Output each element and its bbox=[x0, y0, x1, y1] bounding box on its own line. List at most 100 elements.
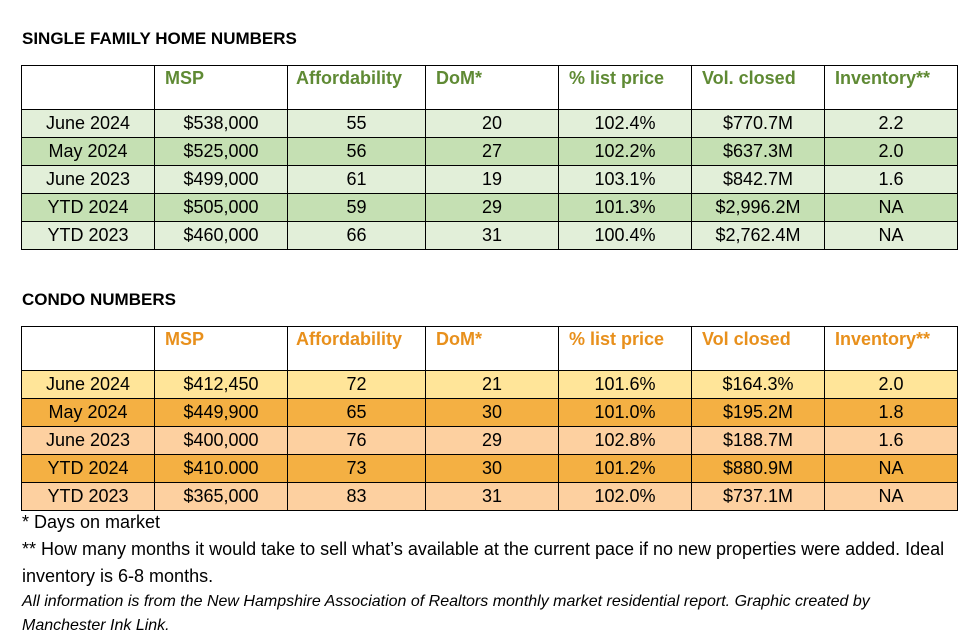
cell-inventory: 1.6 bbox=[824, 426, 958, 455]
column-header-inventory: Inventory** bbox=[824, 65, 958, 110]
cell-affordability: 55 bbox=[287, 109, 426, 138]
table-row: May 2024 $525,000 56 27 102.2% $637.3M 2… bbox=[21, 137, 958, 166]
cell-dom: 21 bbox=[425, 370, 559, 399]
cell-msp: $460,000 bbox=[154, 221, 288, 250]
source-note: All information is from the New Hampshir… bbox=[22, 593, 870, 634]
row-label: June 2023 bbox=[21, 165, 155, 194]
cell-inventory: 1.8 bbox=[824, 398, 958, 427]
column-header-vol-closed: Vol. closed bbox=[691, 65, 825, 110]
cell-inventory: 2.0 bbox=[824, 370, 958, 399]
cell-inventory: 1.6 bbox=[824, 165, 958, 194]
table-row: YTD 2023 $365,000 83 31 102.0% $737.1M N… bbox=[21, 482, 958, 511]
cell-dom: 27 bbox=[425, 137, 559, 166]
table-header-row: MSP Affordability DoM* % list price Vol.… bbox=[21, 65, 958, 110]
cell-list-price: 102.8% bbox=[558, 426, 692, 455]
cell-inventory: NA bbox=[824, 221, 958, 250]
column-header-inventory: Inventory** bbox=[824, 326, 958, 371]
cell-vol-closed: $842.7M bbox=[691, 165, 825, 194]
cell-affordability: 73 bbox=[287, 454, 426, 483]
row-label: YTD 2023 bbox=[21, 221, 155, 250]
cell-inventory: 2.2 bbox=[824, 109, 958, 138]
cell-dom: 20 bbox=[425, 109, 559, 138]
cell-dom: 30 bbox=[425, 398, 559, 427]
cell-list-price: 102.2% bbox=[558, 137, 692, 166]
table-row: YTD 2023 $460,000 66 31 100.4% $2,762.4M… bbox=[21, 221, 958, 250]
cell-msp: $525,000 bbox=[154, 137, 288, 166]
cell-list-price: 101.6% bbox=[558, 370, 692, 399]
table-row: June 2023 $499,000 61 19 103.1% $842.7M … bbox=[21, 165, 958, 194]
footnote-dom: * Days on market bbox=[22, 512, 161, 532]
cell-vol-closed: $770.7M bbox=[691, 109, 825, 138]
cell-inventory: NA bbox=[824, 193, 958, 222]
cell-msp: $538,000 bbox=[154, 109, 288, 138]
cell-affordability: 61 bbox=[287, 165, 426, 194]
cell-msp: $412,450 bbox=[154, 370, 288, 399]
cell-list-price: 102.4% bbox=[558, 109, 692, 138]
row-label: June 2024 bbox=[21, 109, 155, 138]
cell-msp: $410.000 bbox=[154, 454, 288, 483]
cell-inventory: NA bbox=[824, 482, 958, 511]
cell-affordability: 76 bbox=[287, 426, 426, 455]
cell-dom: 29 bbox=[425, 193, 559, 222]
cell-list-price: 102.0% bbox=[558, 482, 692, 511]
table-row: May 2024 $449,900 65 30 101.0% $195.2M 1… bbox=[21, 398, 958, 427]
column-header-vol-closed: Vol closed bbox=[691, 326, 825, 371]
cell-affordability: 65 bbox=[287, 398, 426, 427]
cell-dom: 29 bbox=[425, 426, 559, 455]
condo-table: MSP Affordability DoM* % list price Vol … bbox=[21, 326, 958, 511]
table-row: June 2023 $400,000 76 29 102.8% $188.7M … bbox=[21, 426, 958, 455]
cell-msp: $365,000 bbox=[154, 482, 288, 511]
cell-list-price: 101.2% bbox=[558, 454, 692, 483]
cell-affordability: 72 bbox=[287, 370, 426, 399]
column-header-affordability: Affordability bbox=[287, 326, 426, 371]
cell-affordability: 56 bbox=[287, 137, 426, 166]
cell-dom: 30 bbox=[425, 454, 559, 483]
table-row: June 2024 $412,450 72 21 101.6% $164.3% … bbox=[21, 370, 958, 399]
column-header-dom: DoM* bbox=[425, 65, 559, 110]
cell-msp: $499,000 bbox=[154, 165, 288, 194]
cell-dom: 31 bbox=[425, 221, 559, 250]
cell-vol-closed: $2,762.4M bbox=[691, 221, 825, 250]
column-header-list-price: % list price bbox=[558, 65, 692, 110]
column-header-affordability: Affordability bbox=[287, 65, 426, 110]
row-label: YTD 2024 bbox=[21, 454, 155, 483]
row-label: May 2024 bbox=[21, 398, 155, 427]
cell-inventory: 2.0 bbox=[824, 137, 958, 166]
cell-vol-closed: $195.2M bbox=[691, 398, 825, 427]
table-row: June 2024 $538,000 55 20 102.4% $770.7M … bbox=[21, 109, 958, 138]
cell-dom: 31 bbox=[425, 482, 559, 511]
cell-vol-closed: $164.3% bbox=[691, 370, 825, 399]
footnote-inventory: ** How many months it would take to sell… bbox=[22, 539, 945, 586]
single-family-title: SINGLE FAMILY HOME NUMBERS bbox=[22, 29, 297, 48]
cell-list-price: 101.3% bbox=[558, 193, 692, 222]
row-label: June 2023 bbox=[21, 426, 155, 455]
row-label: May 2024 bbox=[21, 137, 155, 166]
cell-inventory: NA bbox=[824, 454, 958, 483]
cell-list-price: 103.1% bbox=[558, 165, 692, 194]
cell-vol-closed: $637.3M bbox=[691, 137, 825, 166]
cell-msp: $449,900 bbox=[154, 398, 288, 427]
column-header-list-price: % list price bbox=[558, 326, 692, 371]
column-header-msp: MSP bbox=[154, 65, 288, 110]
cell-list-price: 101.0% bbox=[558, 398, 692, 427]
table-header-row: MSP Affordability DoM* % list price Vol … bbox=[21, 326, 958, 371]
row-label: June 2024 bbox=[21, 370, 155, 399]
cell-msp: $400,000 bbox=[154, 426, 288, 455]
cell-dom: 19 bbox=[425, 165, 559, 194]
cell-affordability: 66 bbox=[287, 221, 426, 250]
row-label: YTD 2023 bbox=[21, 482, 155, 511]
cell-affordability: 59 bbox=[287, 193, 426, 222]
cell-list-price: 100.4% bbox=[558, 221, 692, 250]
column-header bbox=[21, 65, 155, 110]
condo-title: CONDO NUMBERS bbox=[22, 290, 176, 309]
row-label: YTD 2024 bbox=[21, 193, 155, 222]
column-header bbox=[21, 326, 155, 371]
column-header-msp: MSP bbox=[154, 326, 288, 371]
table-row: YTD 2024 $505,000 59 29 101.3% $2,996.2M… bbox=[21, 193, 958, 222]
cell-affordability: 83 bbox=[287, 482, 426, 511]
table-row: YTD 2024 $410.000 73 30 101.2% $880.9M N… bbox=[21, 454, 958, 483]
column-header-dom: DoM* bbox=[425, 326, 559, 371]
single-family-table: MSP Affordability DoM* % list price Vol.… bbox=[21, 65, 958, 250]
cell-vol-closed: $880.9M bbox=[691, 454, 825, 483]
cell-vol-closed: $188.7M bbox=[691, 426, 825, 455]
